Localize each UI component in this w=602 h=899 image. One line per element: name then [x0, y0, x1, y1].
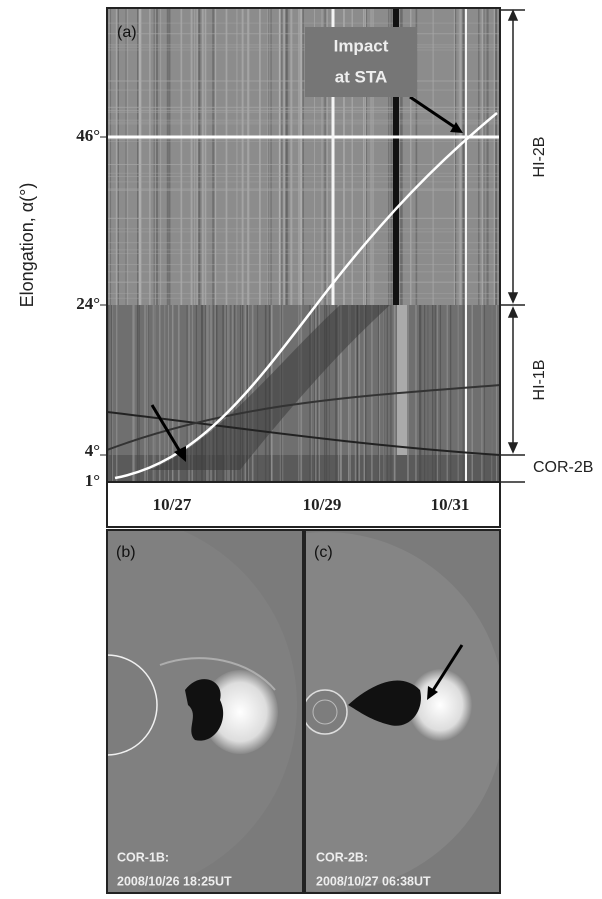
y-tick-label: 1° [85, 471, 100, 490]
data-gap [397, 305, 407, 455]
annotation-box [305, 27, 417, 97]
y-tick-label: 46° [76, 126, 100, 145]
panel-c-image [305, 530, 500, 893]
planet-track [107, 411, 500, 456]
arrow [430, 644, 464, 693]
caption: 2008/10/26 18:25UT [117, 874, 232, 888]
cme-trace [150, 305, 390, 470]
occulter [107, 654, 158, 756]
arrow-head [450, 122, 463, 133]
cme [202, 670, 278, 754]
panel-label: (c) [314, 544, 333, 561]
x-tick-label: 10/31 [431, 495, 470, 514]
caption: COR-1B: [117, 850, 169, 864]
streamer [159, 657, 276, 691]
y-axis-label: Elongation, α(°) [17, 183, 37, 308]
data-gap [393, 8, 399, 305]
caption: 2008/10/27 06:38UT [316, 874, 431, 888]
arrow [150, 404, 184, 456]
caption: COR-2B: [316, 850, 368, 864]
y-tick-label: 24° [76, 294, 100, 313]
range-label: COR-2B [533, 459, 593, 476]
x-tick-label: 10/29 [303, 495, 342, 514]
panel-frame [106, 529, 304, 894]
jmap [107, 8, 500, 482]
cme-core [348, 680, 421, 726]
arrow-head [507, 292, 519, 304]
annotation: at STA [335, 67, 388, 86]
arrow-head [507, 442, 519, 454]
range-label: HI-1B [531, 360, 548, 401]
cme-core [185, 679, 224, 741]
panel-b-image [107, 530, 303, 893]
range-label: HI-2B [531, 137, 548, 178]
x-axis-strip [106, 481, 501, 528]
planet-track [107, 384, 500, 451]
arrow [409, 95, 457, 130]
arrow-head [507, 9, 519, 21]
range-markers [500, 9, 525, 483]
panel-frame [304, 529, 501, 894]
cme [408, 669, 472, 741]
panel-label: (b) [116, 544, 136, 561]
arrow-head [174, 446, 186, 462]
annotation: Impact [334, 36, 389, 55]
x-tick-label: 10/27 [153, 495, 192, 514]
panel-label: (a) [117, 24, 137, 41]
arrow-head [427, 686, 438, 700]
fit-curve [114, 112, 498, 480]
y-tick-label: 4° [85, 441, 100, 460]
occulter [312, 699, 338, 725]
occulter [305, 689, 348, 735]
jmap-features [107, 8, 500, 482]
arrow-head [507, 306, 519, 318]
